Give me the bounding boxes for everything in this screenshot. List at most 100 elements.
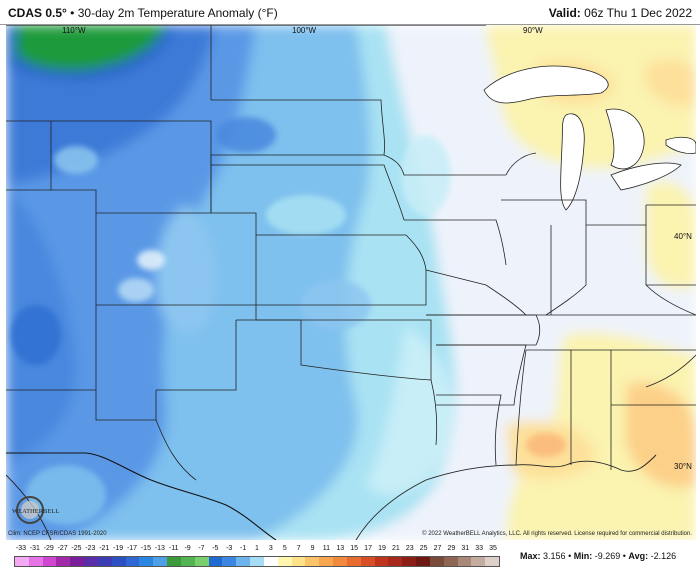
legend-tick-label: 31 [461, 545, 470, 552]
great-lakes [483, 65, 696, 211]
legend-tick-label: 11 [322, 545, 331, 552]
legend-swatch [222, 557, 237, 566]
legend-swatch [402, 557, 417, 566]
international-border [6, 452, 277, 540]
legend-swatch [153, 557, 168, 566]
legend-tick-label: 27 [433, 545, 442, 552]
legend-tick-label: 13 [336, 545, 345, 552]
legend-swatch [305, 557, 320, 566]
legend-tick-label: 7 [296, 545, 301, 552]
color-legend: -33 -31 -29 -27 -25 -23 -21 -19 -17 -15 -13 -11 -9 -7… [14, 545, 500, 573]
min-value: -9.269 [594, 551, 621, 561]
state-borders [6, 25, 696, 481]
legend-tick-label: -17 [126, 545, 138, 552]
avg-label: Avg: [628, 551, 649, 561]
legend-swatch [139, 557, 154, 566]
legend-swatch [111, 557, 126, 566]
legend-tick-label: -23 [85, 545, 96, 552]
legend-tick-label: 35 [489, 545, 497, 552]
legend-swatch [485, 557, 499, 566]
legend-swatch [15, 557, 29, 566]
lat-label-40n: 40°N [674, 232, 692, 241]
legend-swatch [360, 557, 375, 566]
legend-swatch [346, 557, 361, 566]
legend-tick-label: -31 [29, 545, 40, 552]
legend-swatch [291, 557, 306, 566]
anomaly-shading [6, 25, 696, 540]
anomaly-map: 110°W 100°W 90°W 40°N 30°N [6, 25, 696, 540]
legend-tick-label: -7 [198, 545, 205, 552]
legend-swatch [333, 557, 347, 566]
legend-ticks: -33 -31 -29 -27 -25 -23 -21 -19 -17 -15 -13 -11 -9 -7… [14, 545, 500, 555]
map-stats: Max: 3.156 • Min: -9.269 • Avg: -2.126 [520, 551, 677, 561]
legend-swatch [167, 557, 181, 566]
legend-swatch [374, 557, 389, 566]
legend-tick-label: 25 [419, 545, 428, 552]
legend-swatch [180, 557, 195, 566]
legend-swatch [250, 557, 264, 566]
product-name: 30-day 2m Temperature Anomaly (°F) [77, 6, 278, 20]
legend-tick-label: 21 [391, 545, 400, 552]
legend-swatch [263, 557, 278, 566]
max-label: Max: [520, 551, 541, 561]
legend-swatch [471, 557, 486, 566]
avg-value: -2.126 [650, 551, 677, 561]
legend-tick-label: 15 [350, 545, 359, 552]
legend-swatch [443, 557, 458, 566]
map-title: CDAS 0.5° • 30-day 2m Temperature Anomal… [8, 6, 278, 20]
lon-label-100w: 100°W [292, 26, 317, 35]
legend-tick-label: -33 [15, 545, 26, 552]
climatology-credit: Clim: NCEP CFSR/CDAS 1991-2020 [8, 531, 107, 537]
lon-label-110w: 110°W [62, 26, 86, 35]
legend-tick-label: -3 [226, 545, 233, 552]
legend-swatch [70, 557, 85, 566]
legend-tick-label: -19 [113, 545, 124, 552]
legend-tick-label: -11 [168, 545, 179, 552]
legend-tick-label: 23 [405, 545, 414, 552]
legend-tick-label: -29 [43, 545, 54, 552]
legend-swatch [388, 557, 403, 566]
max-value: 3.156 [543, 551, 566, 561]
map-canvas: 110°W 100°W 90°W 40°N 30°N [6, 25, 696, 540]
legend-tick-label: -25 [71, 545, 82, 552]
legend-swatch [42, 557, 57, 566]
legend-tick-label: 17 [364, 545, 372, 552]
logo-text: WEATHERBELL [12, 508, 59, 515]
legend-tick-label: 33 [475, 545, 484, 552]
valid-time-value: 06z Thu 1 Dec 2022 [584, 6, 692, 20]
copyright-credit: © 2022 WeatherBELL Analytics, LLC. All r… [422, 531, 692, 537]
legend-tick-label: -13 [154, 545, 165, 552]
weatherbell-logo: WEATHERBELL [8, 496, 68, 526]
legend-tick-label: 3 [268, 545, 273, 552]
legend-tick-label: 29 [447, 545, 456, 552]
title-separator: • [70, 6, 75, 20]
legend-swatch [125, 557, 140, 566]
legend-swatch [194, 557, 209, 566]
valid-time: Valid: 06z Thu 1 Dec 2022 [549, 6, 692, 20]
legend-tick-label: 9 [310, 545, 315, 552]
legend-swatch [208, 557, 223, 566]
min-label: Min: [573, 551, 593, 561]
map-header: CDAS 0.5° • 30-day 2m Temperature Anomal… [0, 0, 700, 25]
legend-tick-label: -9 [184, 545, 191, 552]
lat-label-30n: 30°N [674, 462, 692, 471]
valid-label: Valid: [548, 6, 581, 20]
legend-tick-label: -5 [212, 545, 219, 552]
legend-swatch [97, 557, 112, 566]
legend-swatch [319, 557, 334, 566]
legend-tick-label: -21 [99, 545, 110, 552]
legend-tick-label: -1 [239, 545, 247, 552]
legend-swatch [429, 557, 444, 566]
legend-swatch [457, 557, 472, 566]
legend-tick-label: -15 [140, 545, 151, 552]
legend-tick-label: 1 [255, 545, 259, 552]
legend-swatch [236, 557, 251, 566]
legend-colorbar [14, 556, 500, 567]
legend-swatch [56, 557, 71, 566]
legend-tick-label: 19 [378, 545, 386, 552]
legend-swatch [28, 557, 43, 566]
legend-tick-label: 5 [282, 545, 287, 552]
model-name: CDAS 0.5° [8, 6, 67, 20]
legend-swatch [416, 557, 430, 566]
legend-swatch [277, 557, 292, 566]
